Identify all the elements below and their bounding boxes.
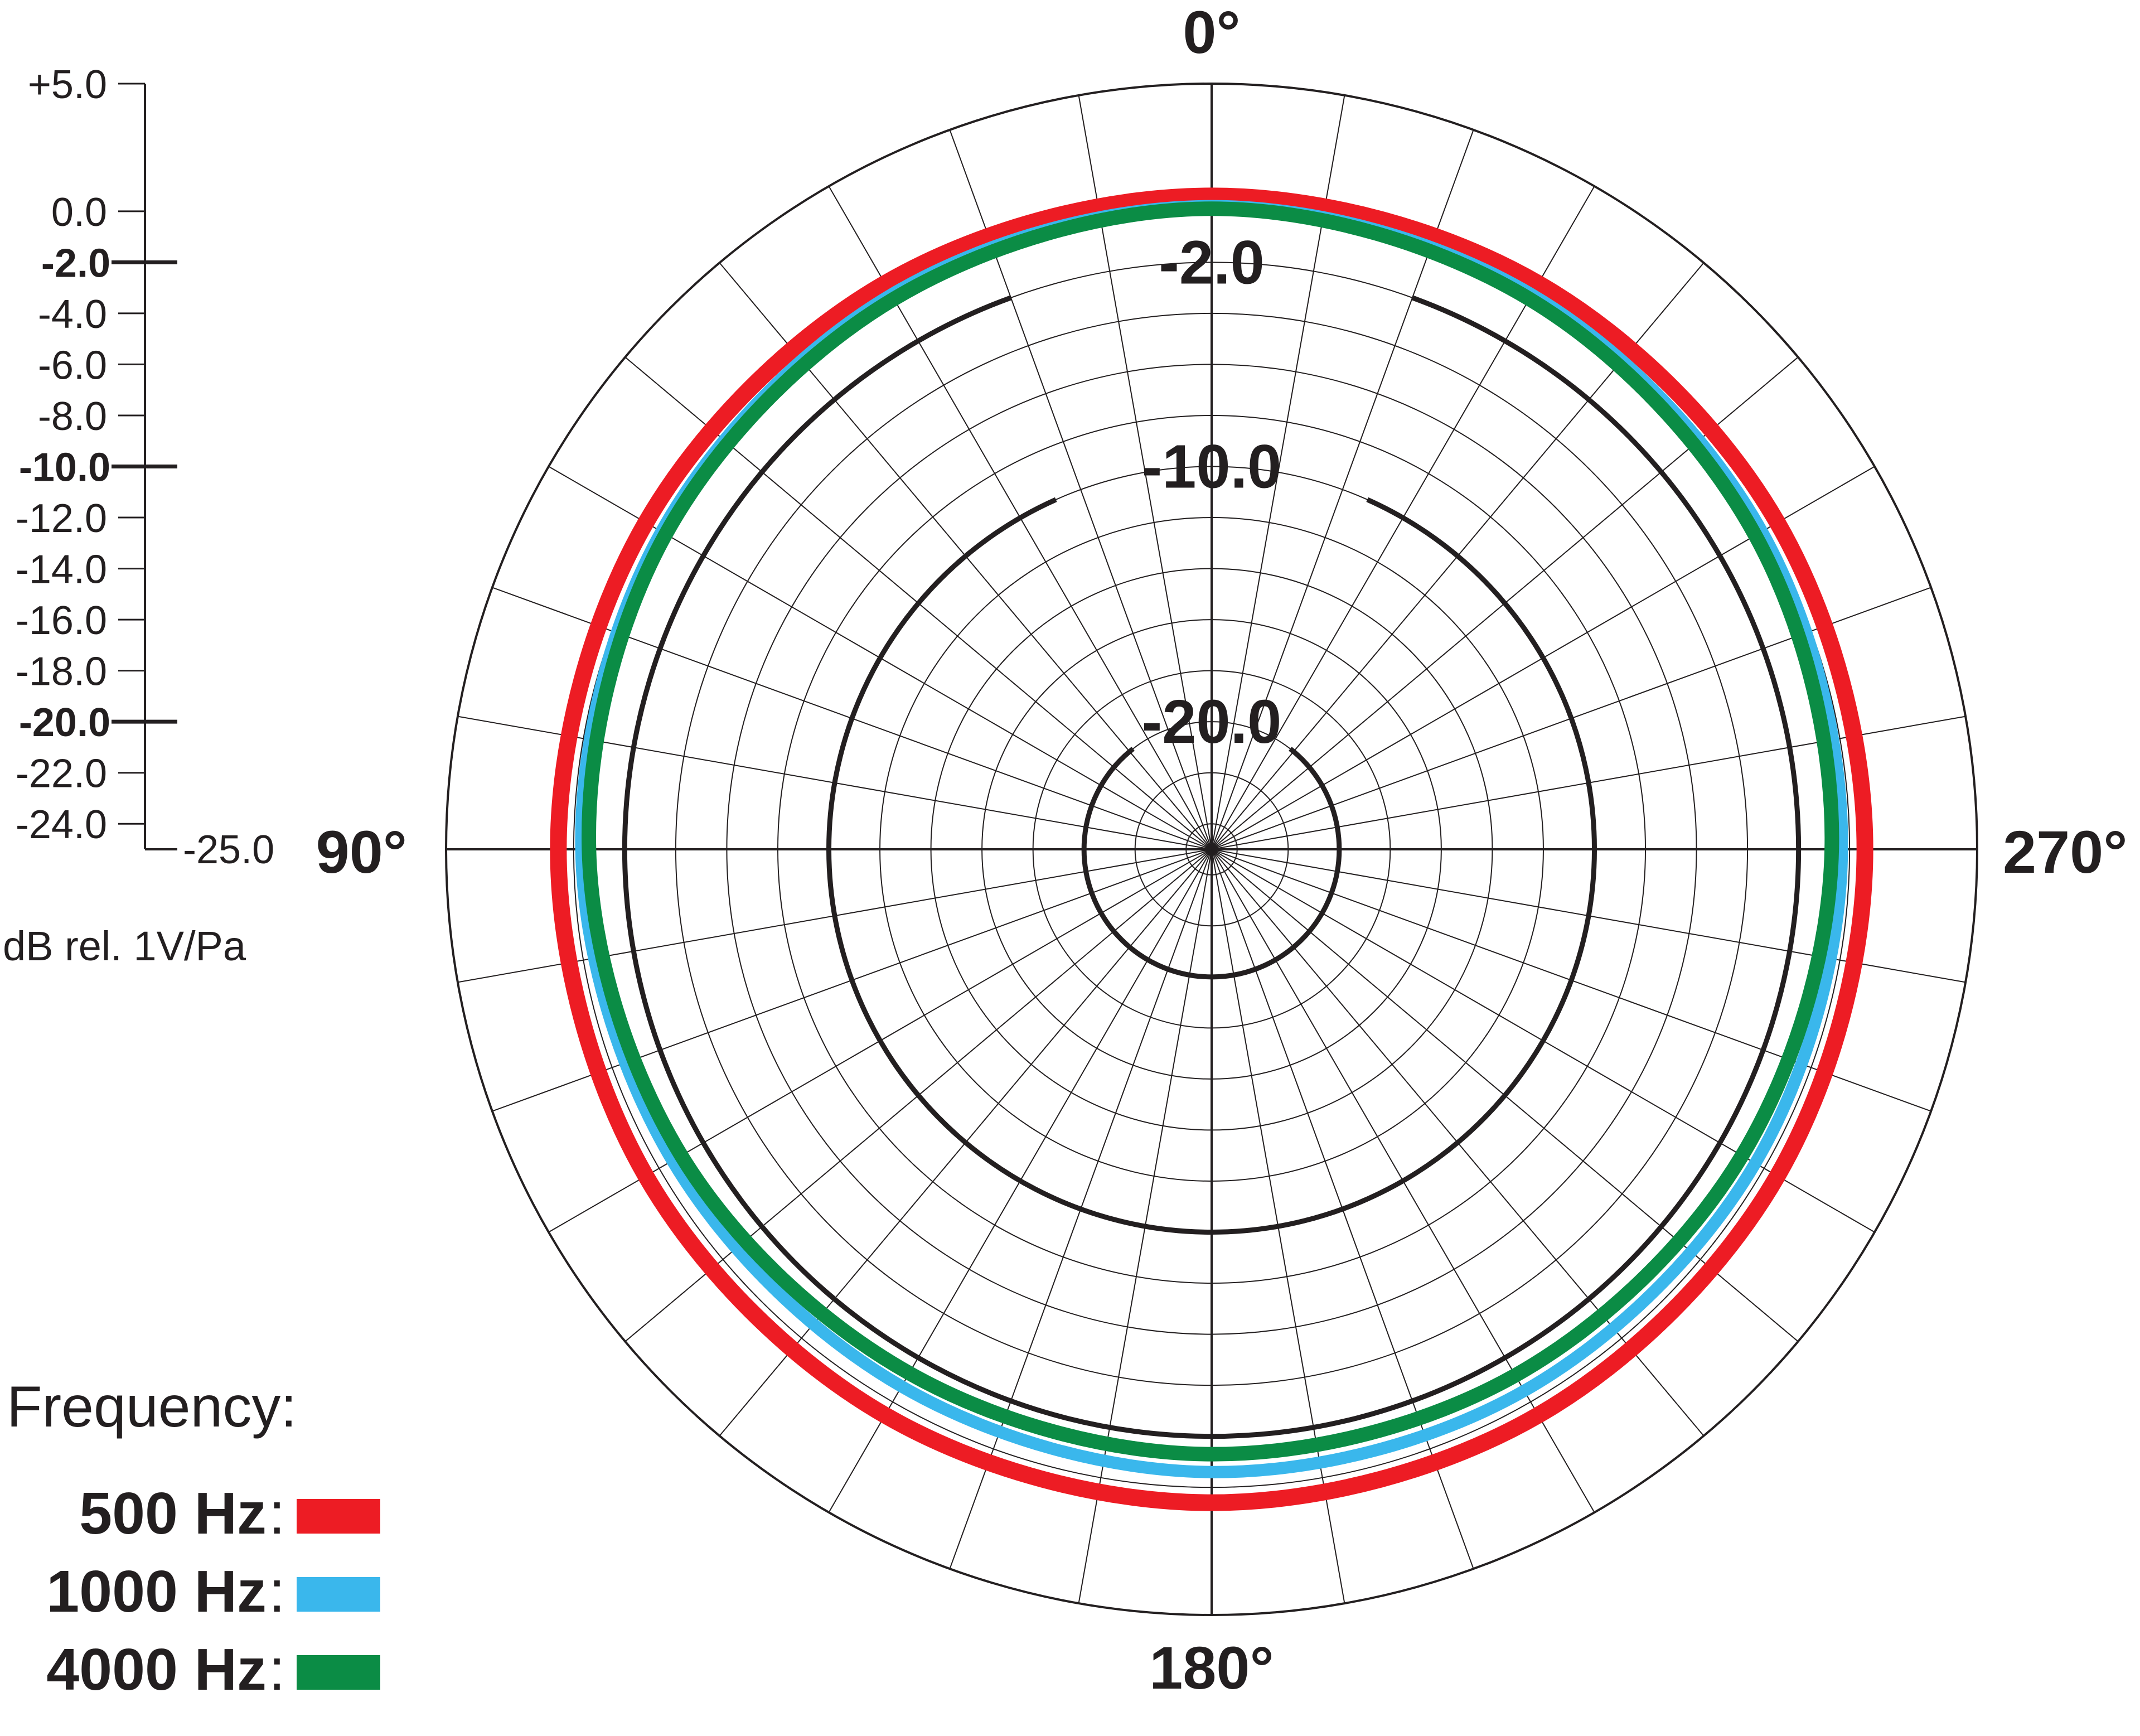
angle-labels: 0° 90° 180° 270°	[316, 0, 2128, 1701]
legend-entry-label: 4000 Hz	[46, 1637, 267, 1703]
ring-label: -20.0	[1142, 688, 1282, 756]
grid-ring	[1032, 670, 1391, 1029]
grid-ring	[726, 364, 1697, 1335]
ring-label: -10.0	[1142, 433, 1282, 501]
scale-min-label: -25.0	[183, 828, 274, 872]
reference-ring-20	[1081, 747, 1342, 980]
series-line-4000-hz	[582, 201, 1839, 1462]
series-layer	[550, 187, 1873, 1511]
angle-label-90: 90°	[316, 818, 407, 886]
legend-entry-label: 500 Hz	[79, 1481, 267, 1546]
grid-ring	[930, 568, 1493, 1131]
grid-ring	[1185, 823, 1238, 876]
scale-tick-label: 0.0	[51, 190, 107, 235]
scale-tick-label: -20.0	[19, 700, 110, 745]
scale-tick-label: -8.0	[38, 394, 107, 439]
grid-ring	[1134, 772, 1289, 927]
unit-label: dB rel. 1V/Pa	[3, 923, 246, 969]
scale-tick-label: -22.0	[16, 752, 107, 796]
ring-labels: -2.0 -10.0 -20.0	[1142, 228, 1282, 756]
legend-entry-label: 1000 Hz	[46, 1559, 267, 1624]
legend-title: Frequency:	[7, 1375, 297, 1439]
scale-tick-label: -24.0	[16, 802, 107, 847]
legend-colon: :	[269, 1481, 285, 1546]
scale-tick-label: -2.0	[41, 241, 110, 286]
angle-label-0: 0°	[1183, 0, 1240, 66]
reference-ring-2	[622, 295, 1802, 1439]
legend-colon: :	[269, 1559, 285, 1624]
legend-colon: :	[269, 1637, 285, 1703]
legend: Frequency: 500 Hz:1000 Hz:4000 Hz:	[7, 1375, 380, 1703]
ring-label: -2.0	[1159, 228, 1265, 297]
grid-ring	[675, 312, 1749, 1386]
grid-ring	[777, 414, 1647, 1284]
reference-rings	[622, 295, 1802, 1439]
scale-tick-label: -14.0	[16, 548, 107, 592]
angle-label-270: 270°	[2003, 818, 2127, 886]
scale-tick-label: -12.0	[16, 496, 107, 541]
grid-ring	[879, 517, 1544, 1182]
scale-tick-label: +5.0	[28, 62, 107, 107]
scale-tick-label: -6.0	[38, 343, 107, 388]
reference-ring-10	[826, 497, 1597, 1235]
scale-tick-label: -16.0	[16, 598, 107, 643]
scale-tick-label: -18.0	[16, 650, 107, 694]
grid-ring	[445, 83, 1978, 1616]
legend-swatch	[297, 1577, 380, 1612]
legend-swatch	[297, 1499, 380, 1534]
series-line-500-hz	[550, 187, 1873, 1511]
legend-swatch	[297, 1655, 380, 1690]
grid-ring	[981, 619, 1442, 1080]
scale-tick-label: -4.0	[38, 292, 107, 337]
db-scale-axis: -25.0 +5.0 0.0 -2.0 -4.0 -6.0 -8.0 -10.0 -12.0 -1…	[16, 62, 274, 872]
scale-tick-label: -10.0	[19, 446, 110, 490]
angle-label-180: 180°	[1149, 1634, 1274, 1701]
